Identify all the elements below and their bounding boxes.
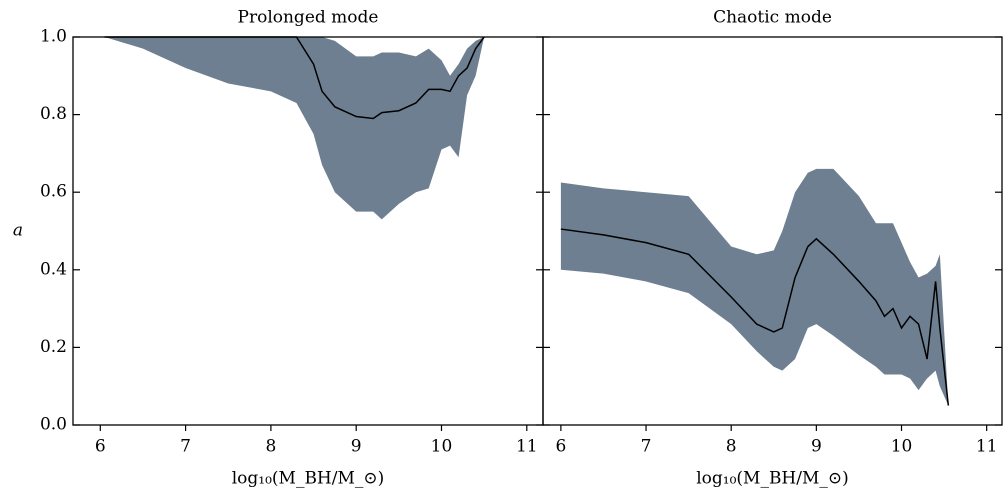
median-line	[560, 228, 950, 406]
x-tick-label: 10	[891, 437, 913, 457]
x-tick-label: 10	[431, 437, 453, 457]
x-tick-label: 11	[976, 437, 998, 457]
x-tick-label: 8	[726, 437, 737, 457]
band	[560, 168, 949, 406]
y-tick-label: 0.6	[40, 182, 67, 202]
x-tick-label: 7	[641, 437, 652, 457]
x-axis-label: log₁₀(M_BH/M_⊙)	[232, 469, 385, 489]
x-tick-label: 6	[555, 437, 566, 457]
band	[104, 37, 485, 220]
x-tick-label: 8	[265, 437, 276, 457]
y-tick-label: 0.4	[40, 259, 67, 279]
y-tick-label: 1.0	[40, 27, 67, 47]
panel-title: Prolonged mode	[238, 8, 379, 28]
panel-title: Chaotic mode	[713, 8, 832, 28]
y-axis-label: a	[13, 221, 23, 241]
x-tick-label: 11	[516, 437, 538, 457]
x-tick-label: 6	[95, 437, 106, 457]
x-tick-label: 9	[811, 437, 822, 457]
x-axis-label: log₁₀(M_BH/M_⊙)	[696, 469, 849, 489]
x-tick-label: 9	[351, 437, 362, 457]
y-tick-label: 0.0	[40, 415, 67, 435]
plot-frame	[542, 36, 1003, 426]
y-tick-label: 0.8	[40, 104, 67, 124]
y-tick-label: 0.2	[40, 337, 67, 357]
x-tick-label: 7	[180, 437, 191, 457]
